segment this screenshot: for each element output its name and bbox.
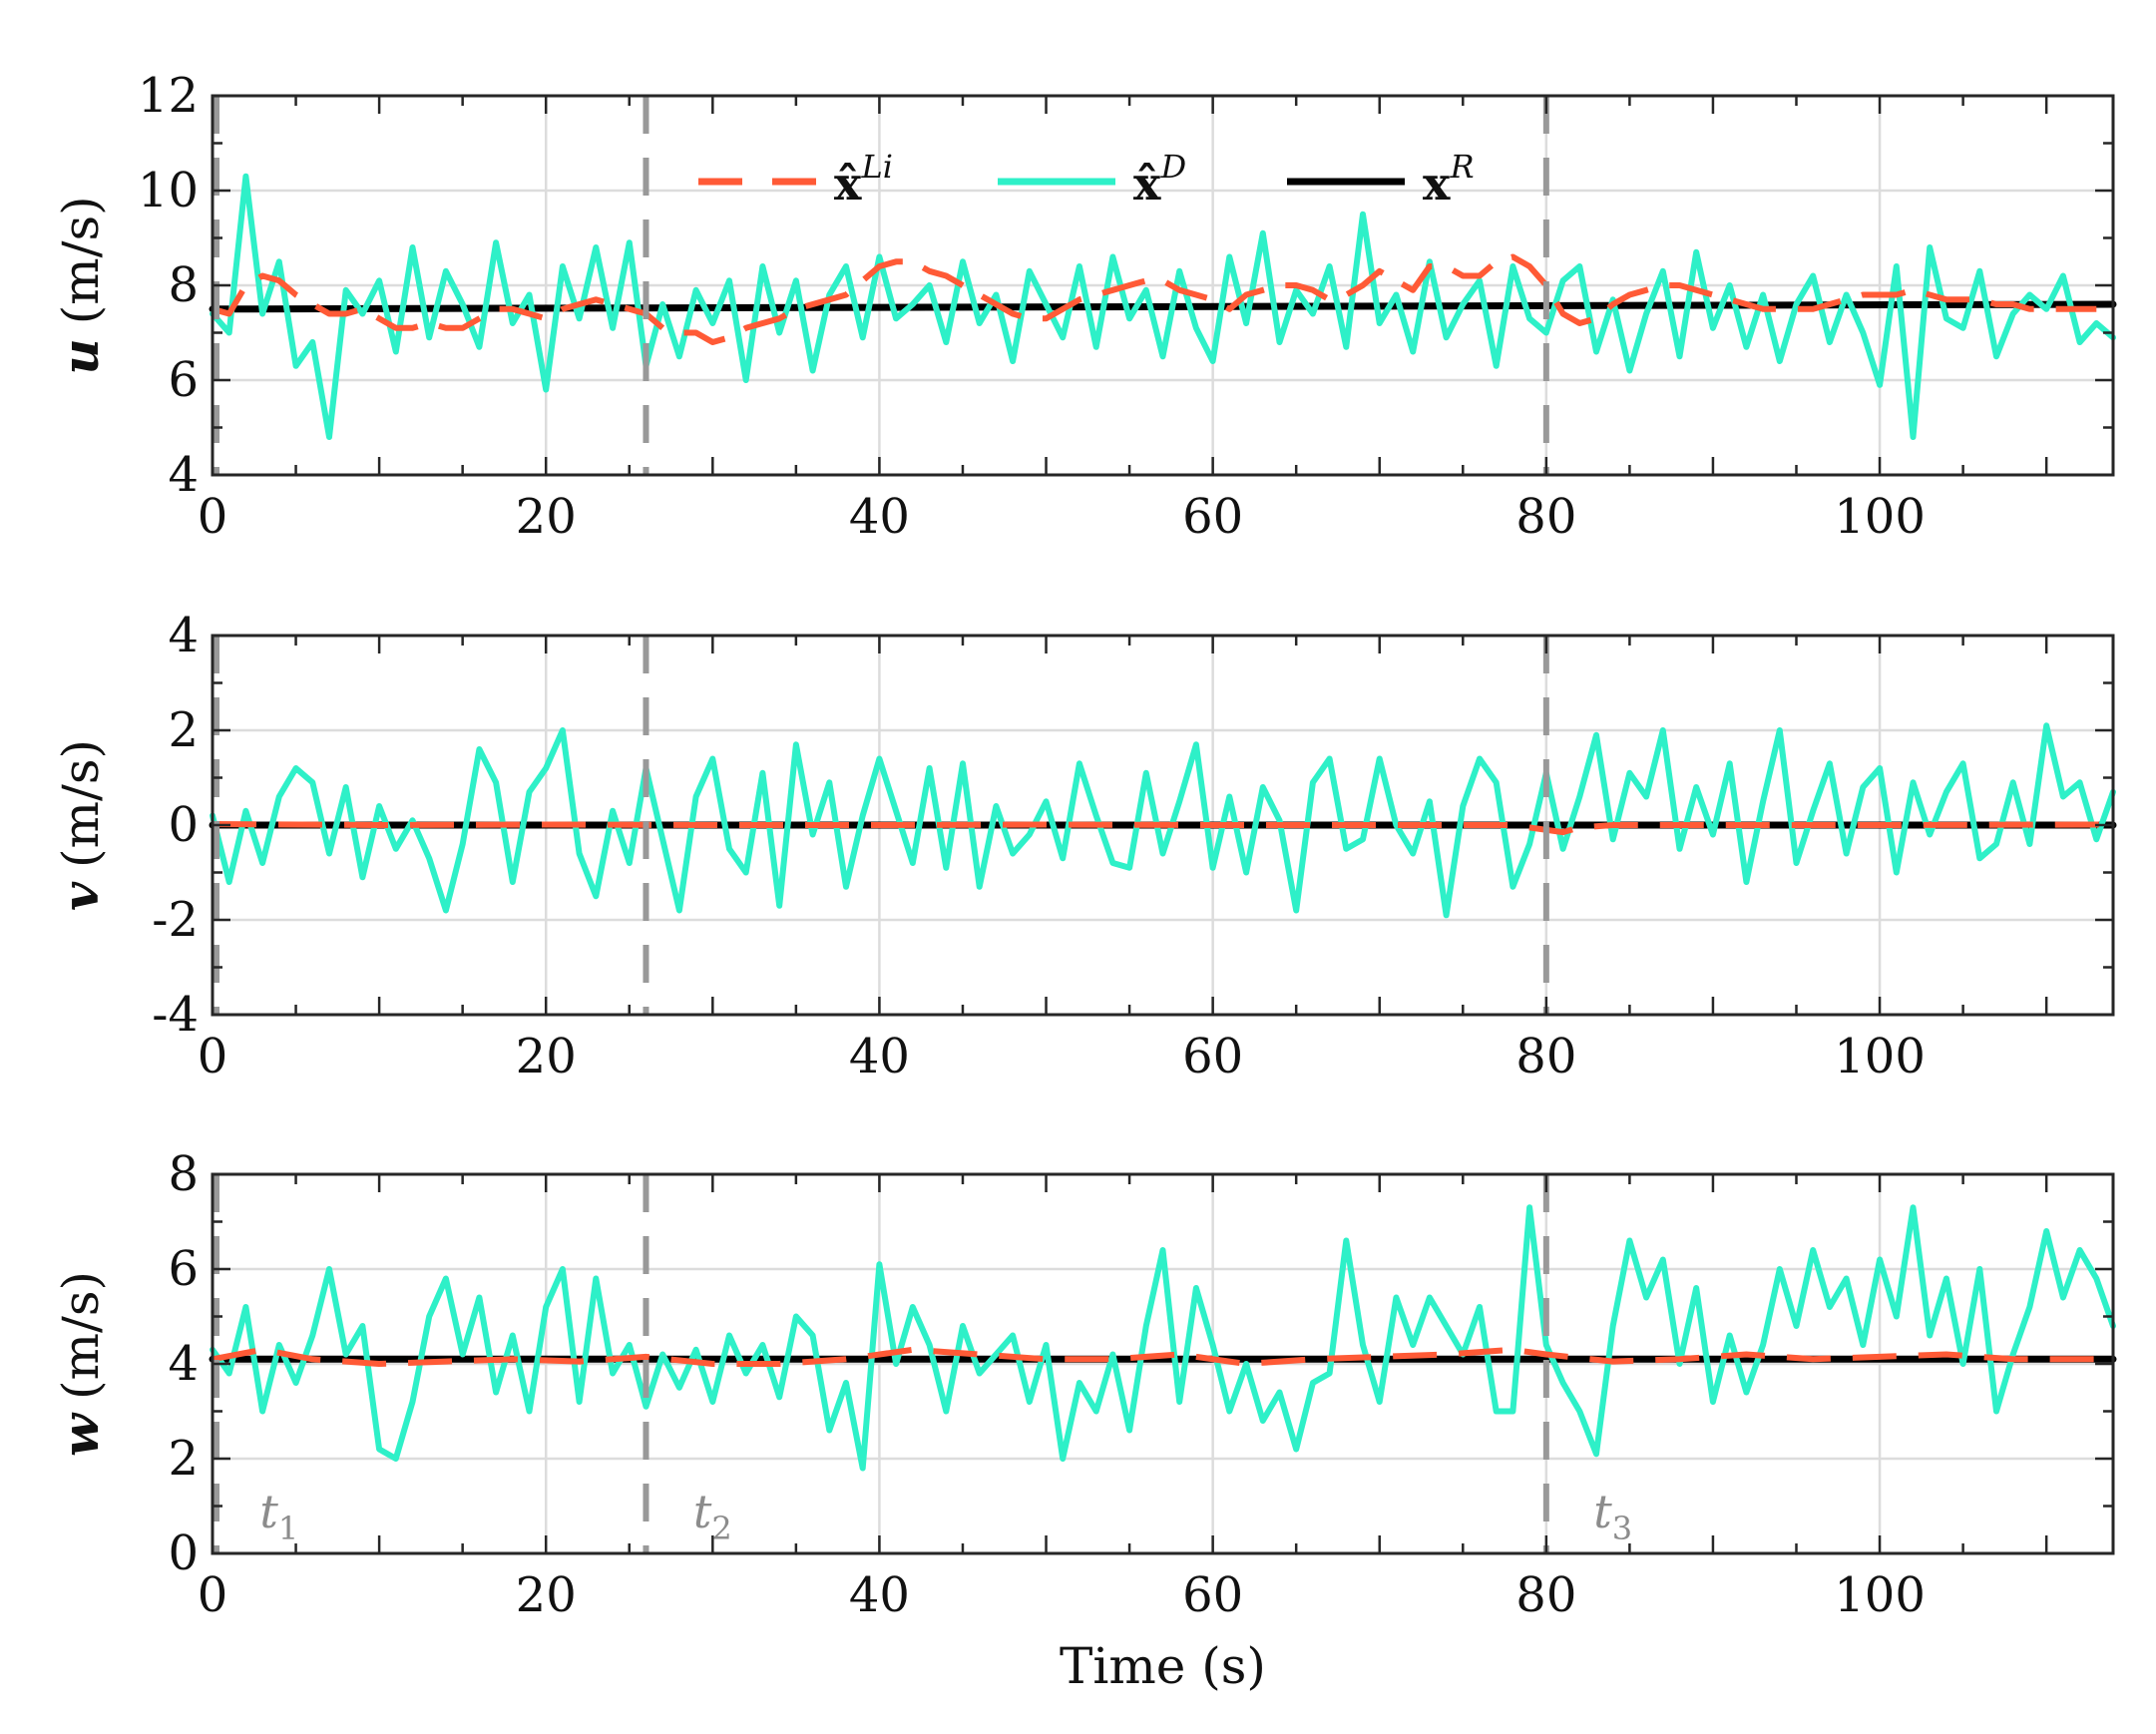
x-tick-label: 80 <box>1515 1567 1576 1623</box>
y-axis-label: v (m/s) <box>51 739 110 911</box>
y-tick-label: 2 <box>168 702 199 758</box>
x-tick-label: 100 <box>1834 489 1926 545</box>
y-tick-label: 8 <box>168 1146 199 1202</box>
series-x-Li <box>212 1346 2113 1367</box>
x-tick-label: 20 <box>516 1029 577 1084</box>
y-axis-variable: w <box>51 1412 110 1457</box>
legend-label: x̂Li <box>834 148 893 211</box>
x-tick-label: 20 <box>516 489 577 545</box>
x-tick-label: 60 <box>1182 1567 1243 1623</box>
y-tick-label: 4 <box>168 1336 199 1392</box>
x-tick-label: 20 <box>516 1567 577 1623</box>
y-axis-unit: (m/s) <box>52 196 110 324</box>
x-axis-label: Time (s) <box>1060 1637 1266 1695</box>
annotation-base: t <box>693 1485 712 1538</box>
legend-item: x̂Li <box>698 148 893 211</box>
annotation-base: t <box>1593 1485 1612 1538</box>
event-annotation: t1 <box>259 1485 298 1547</box>
event-annotation: t3 <box>1593 1485 1632 1547</box>
y-axis-label: u (m/s) <box>51 196 110 374</box>
y-tick-label: 2 <box>168 1431 199 1487</box>
legend-label: xR <box>1423 148 1475 211</box>
x-tick-label: 40 <box>849 489 910 545</box>
legend-label-superscript: R <box>1449 148 1474 186</box>
x-tick-label: 0 <box>198 489 228 545</box>
y-axis-variable: v <box>51 881 110 911</box>
event-annotation: t2 <box>693 1485 732 1547</box>
x-tick-label: 100 <box>1834 1567 1926 1623</box>
y-tick-label: -2 <box>152 892 199 948</box>
annotation-subscript: 2 <box>711 1510 731 1547</box>
y-tick-label: 6 <box>168 1241 199 1297</box>
legend-label: x̂D <box>1133 148 1186 211</box>
legend-label-superscript: D <box>1159 148 1186 186</box>
y-tick-label: 4 <box>168 608 199 663</box>
x-tick-label: 60 <box>1182 489 1243 545</box>
x-tick-label: 0 <box>198 1029 228 1084</box>
series-x-D <box>210 722 2116 919</box>
series-x-Li <box>212 253 2097 345</box>
legend-label-base: x̂ <box>834 157 862 211</box>
panel-v: 0 20 40 60 80 100 -4 -2 0 2 4 v (m/s) <box>51 608 2117 1084</box>
legend-item: xR <box>1287 148 1475 211</box>
y-tick-label: 6 <box>168 352 199 408</box>
x-tick-label: 60 <box>1182 1029 1243 1084</box>
x-tick-label: 0 <box>198 1567 228 1623</box>
legend-label-superscript: Li <box>860 148 892 186</box>
legend-item: x̂D <box>998 148 1186 211</box>
x-tick-label: 80 <box>1515 489 1576 545</box>
y-tick-label: 8 <box>168 257 199 313</box>
y-tick-label: 10 <box>138 163 199 218</box>
annotation-base: t <box>259 1485 278 1538</box>
y-axis-unit: (m/s) <box>52 1271 110 1400</box>
series-x-Li <box>212 821 2114 836</box>
annotation-subscript: 3 <box>1612 1510 1632 1547</box>
legend-label-base: x̂ <box>1133 157 1161 211</box>
x-tick-label: 40 <box>849 1029 910 1084</box>
x-tick-label: 100 <box>1834 1029 1926 1084</box>
y-axis-label: w (m/s) <box>51 1271 110 1457</box>
legend-label-base: x <box>1423 157 1451 211</box>
legend: x̂Li x̂D xR <box>698 148 1475 211</box>
x-tick-label: 80 <box>1515 1029 1576 1084</box>
y-tick-label: -4 <box>152 987 199 1043</box>
y-tick-label: 12 <box>138 68 199 124</box>
y-tick-label: 0 <box>168 797 199 853</box>
annotation-subscript: 1 <box>278 1510 298 1547</box>
x-tick-label: 40 <box>849 1567 910 1623</box>
y-axis-unit: (m/s) <box>52 739 110 868</box>
y-tick-label: 0 <box>168 1525 199 1581</box>
series-x-D <box>210 1204 2116 1472</box>
series-x-D <box>210 173 2116 440</box>
y-axis-variable: u <box>51 338 110 374</box>
y-tick-label: 4 <box>168 447 199 503</box>
